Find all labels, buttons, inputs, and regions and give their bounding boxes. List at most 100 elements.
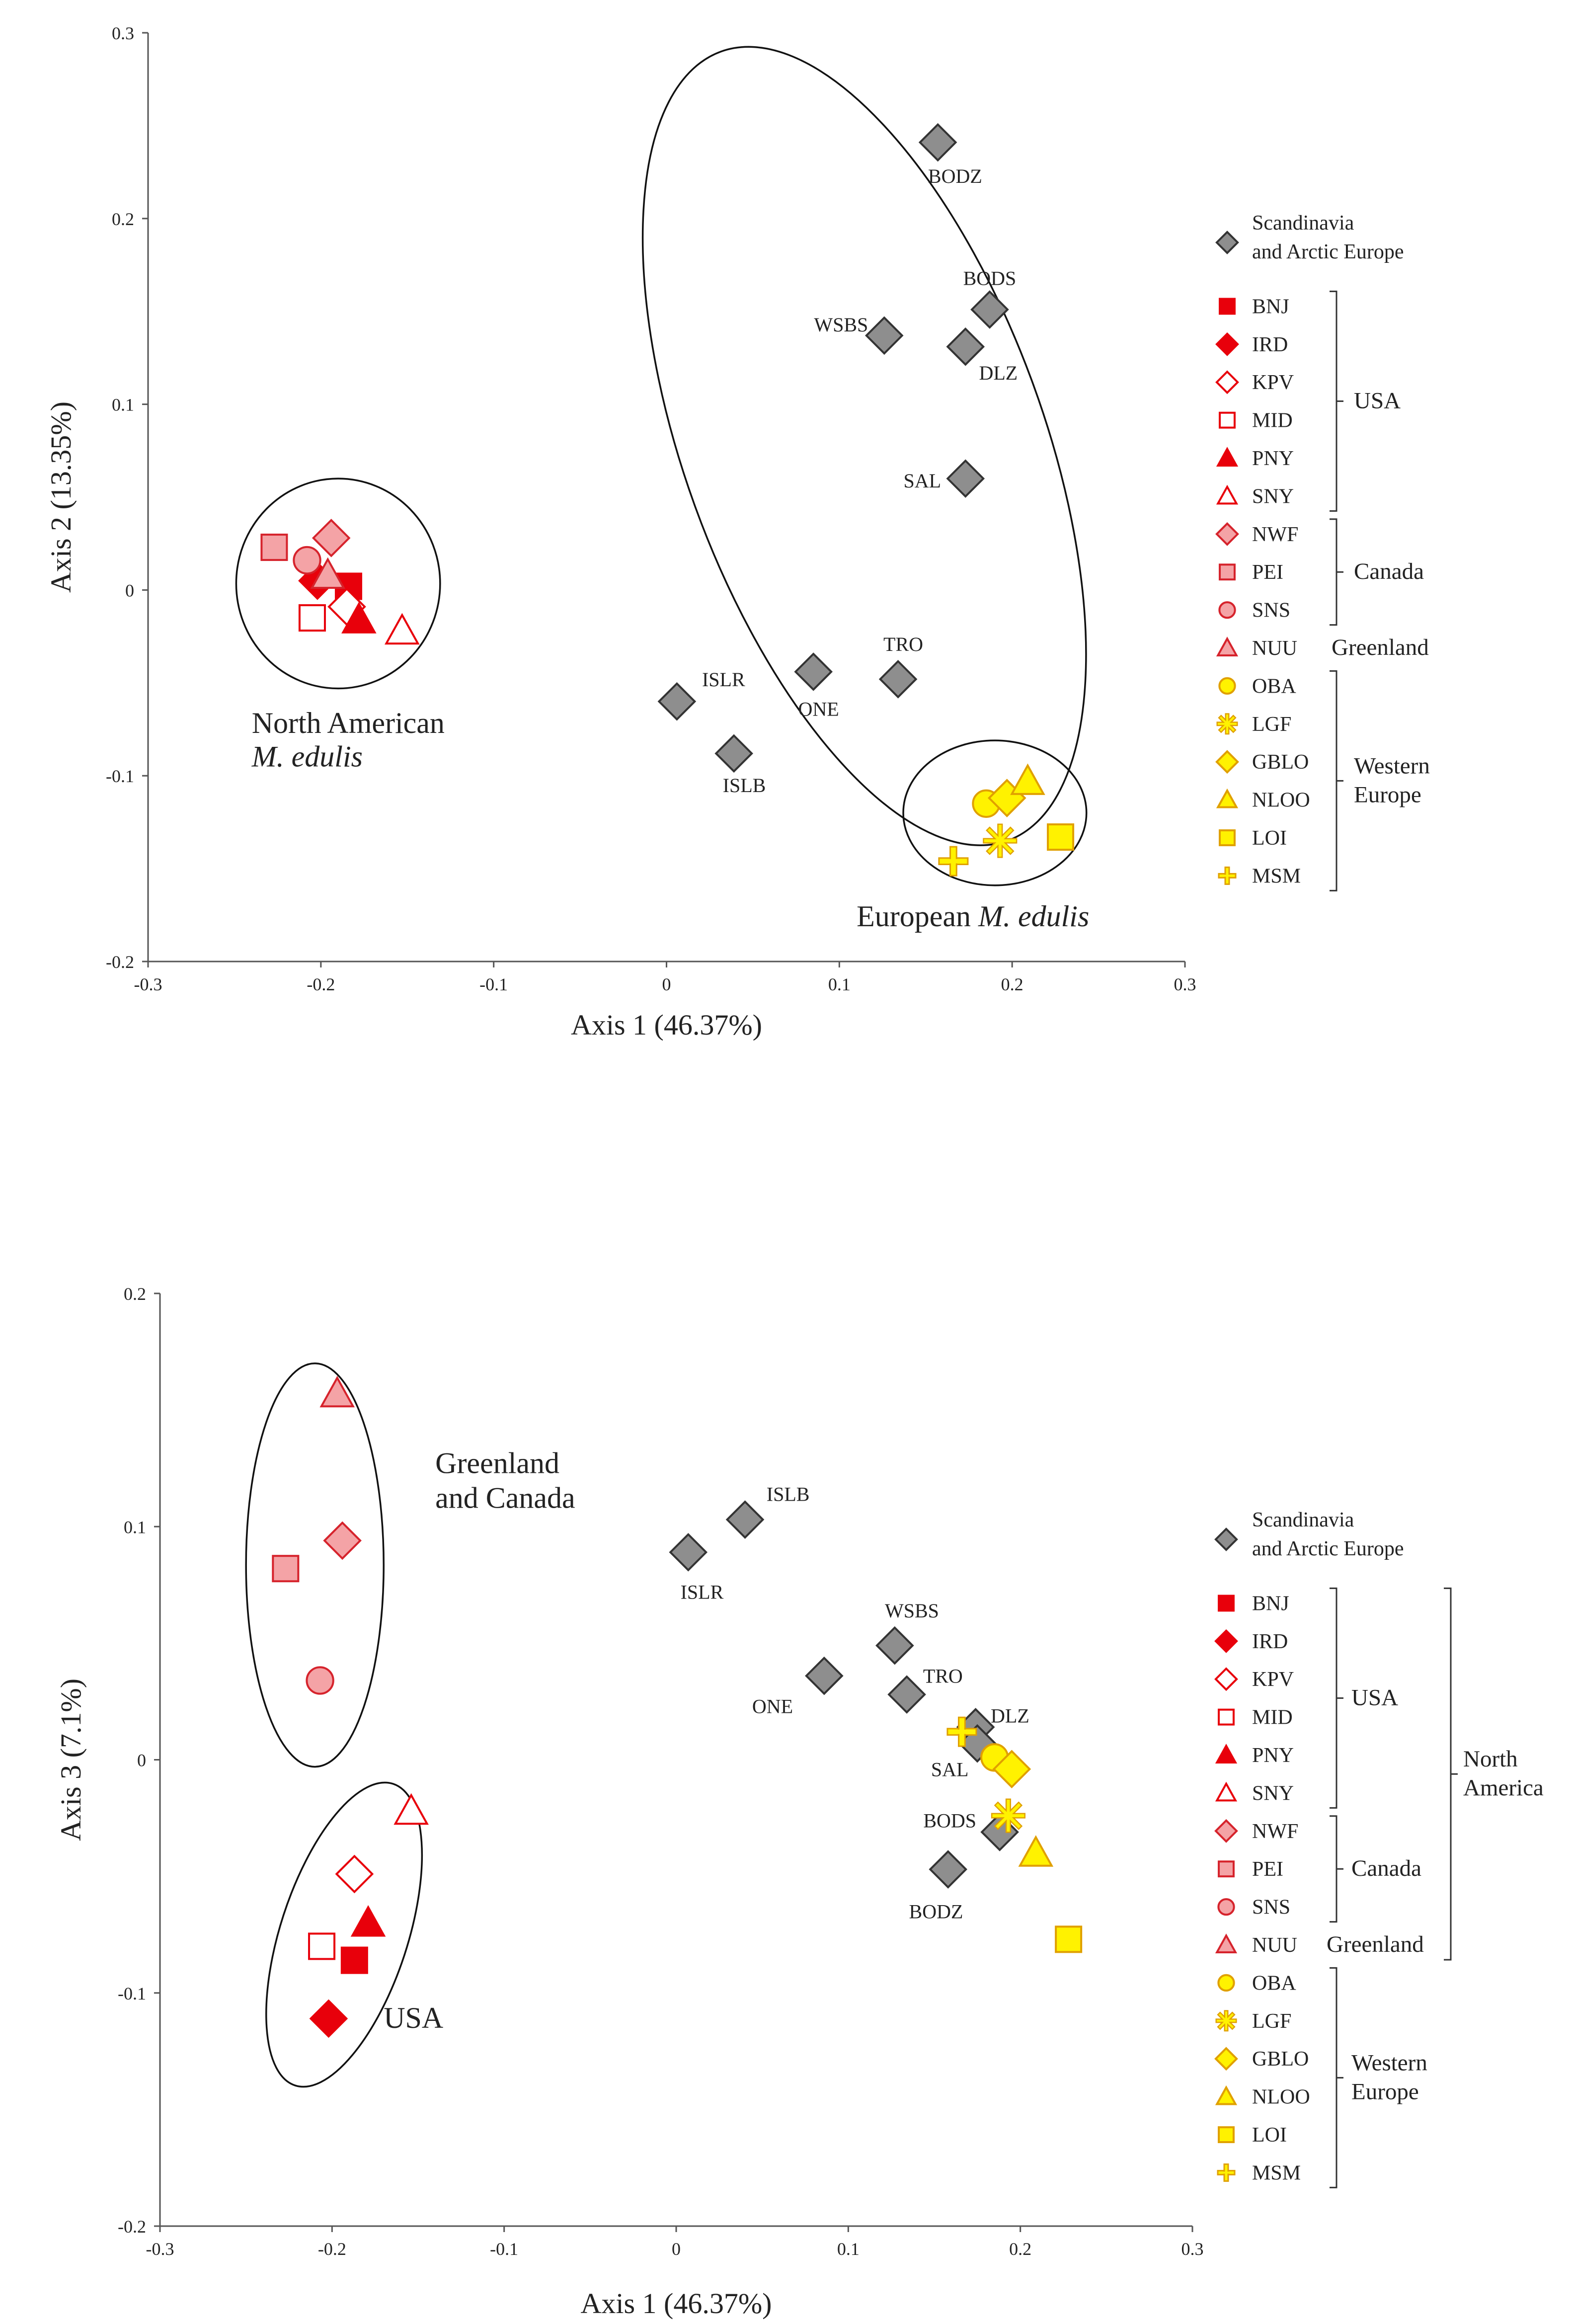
point-label-wsbs: WSBS <box>885 1600 939 1622</box>
y-axis-title: Axis 3 (7.1%) <box>55 1679 87 1841</box>
legend-label: OBA <box>1252 1972 1296 1995</box>
legend-label: LGF <box>1252 713 1291 736</box>
legend-entry-sns: SNS <box>1218 599 1290 622</box>
cluster-ellipse <box>245 1362 385 1768</box>
data-point-tro <box>887 1675 926 1714</box>
data-point-sns <box>306 1666 334 1695</box>
legend-entry-pei: PEI <box>1219 561 1283 584</box>
legend-marker <box>1219 829 1236 846</box>
legend-entry-sny: SNY <box>1215 1781 1294 1805</box>
data-point-wsbs <box>865 316 904 355</box>
data-point-mid <box>298 604 326 632</box>
legend-bracket <box>1330 290 1337 512</box>
x-tick-label: -0.1 <box>490 2239 518 2259</box>
data-point-sny <box>385 613 420 645</box>
legend-entry-bnj: BNJ <box>1219 295 1289 318</box>
x-tick-label: -0.2 <box>307 974 335 994</box>
group-label: Greenland <box>435 1446 559 1479</box>
x-axis-title: Axis 1 (46.37%) <box>571 1009 762 1041</box>
x-tick-label: 0.1 <box>828 974 851 994</box>
y-tick-label: 0 <box>125 580 134 600</box>
panel-1: -0.3 -0.2 -0.1 0 0.1 0.2 0.3-0.2-0.100.10.20.3… <box>45 23 1430 1041</box>
data-point-bodz <box>929 1850 967 1889</box>
legend-entry-msm: MSM <box>1218 865 1301 887</box>
legend-region-label: America <box>1463 1775 1544 1801</box>
legend-marker <box>1216 637 1239 656</box>
legend-label: GBLO <box>1252 751 1309 774</box>
legend-marker <box>1219 411 1236 429</box>
legend-label: and Arctic Europe <box>1252 240 1404 263</box>
data-point-gblo <box>992 1750 1031 1789</box>
point-label-islb: ISLB <box>723 774 766 797</box>
legend-region-label: Canada <box>1351 1855 1421 1881</box>
legend-label: OBA <box>1252 675 1296 698</box>
legend-entry-nwf: NWF <box>1214 1819 1298 1843</box>
point-label-sal: SAL <box>904 470 942 492</box>
group-label: and Canada <box>435 1482 575 1515</box>
data-point-bodz <box>918 123 957 162</box>
point-label-one: ONE <box>798 698 839 721</box>
data-point-sal <box>946 459 985 498</box>
legend-label: MID <box>1252 409 1293 432</box>
legend-label: BNJ <box>1252 1592 1289 1615</box>
data-point-nloo <box>1010 763 1045 795</box>
x-tick-label: 0.2 <box>1001 974 1023 994</box>
legend-entry-scan: Scandinavia and Arctic Europe <box>1215 212 1404 263</box>
legend-region-label: USA <box>1351 1684 1398 1710</box>
legend-marker <box>1215 1744 1238 1763</box>
legend-entry-kpv: KPV <box>1215 370 1294 394</box>
x-tick-label: 0 <box>662 974 671 994</box>
legend-marker <box>1218 677 1236 695</box>
y-tick-label: 0.2 <box>124 1284 146 1304</box>
data-point-sny <box>393 1793 429 1825</box>
legend-marker <box>1218 2126 1235 2143</box>
y-axis-title: Axis 2 (13.35%) <box>45 401 77 593</box>
legend-entry-pny: PNY <box>1215 1744 1294 1767</box>
data-point-pny <box>341 602 377 634</box>
point-label-dlz: DLZ <box>991 1704 1029 1727</box>
legend-region-label: Western <box>1354 753 1430 779</box>
legend-label: LGF <box>1252 2010 1291 2033</box>
legend-region-label: Western <box>1351 2050 1427 2076</box>
legend-marker <box>1215 2010 1237 2032</box>
legend-label: Scandinavia <box>1252 1509 1354 1531</box>
legend-marker <box>1215 332 1239 356</box>
x-tick-label: 0.3 <box>1181 2239 1204 2259</box>
legend-region-label: USA <box>1354 388 1401 413</box>
point-label-islr: ISLR <box>681 1581 724 1603</box>
point-label-wsbs: WSBS <box>814 314 868 336</box>
legend-region-label: Europe <box>1351 2079 1419 2104</box>
data-point-nloo <box>1018 1835 1054 1867</box>
data-point-pei <box>260 533 288 561</box>
legend-entry-sny: SNY <box>1216 484 1294 508</box>
data-point-bnj <box>340 1946 368 1974</box>
legend-entry-ird: IRD <box>1215 332 1288 356</box>
panel-2: -0.3 -0.2 -0.1 0 0.1 0.2 0.3-0.2-0.100.10.2Axi… <box>55 1284 1544 2320</box>
legend-entry-bnj: BNJ <box>1218 1592 1289 1615</box>
cluster-ellipse <box>641 46 1087 846</box>
legend-label: NWF <box>1252 523 1298 546</box>
legend-marker <box>1215 522 1239 546</box>
legend-marker <box>1218 866 1237 885</box>
legend-label: and Arctic Europe <box>1252 1537 1404 1560</box>
data-point-wsbs <box>875 1626 914 1665</box>
cluster-ellipse <box>265 1781 423 2088</box>
data-point-lgf <box>983 823 1018 858</box>
legend-marker <box>1217 2163 1236 2182</box>
data-point-islr <box>669 1533 708 1572</box>
legend-entry-nloo: NLOO <box>1215 2085 1310 2109</box>
legend-label: LOI <box>1252 827 1287 850</box>
legend-entry-lgf: LGF <box>1216 713 1291 736</box>
legend-label: SNS <box>1252 1896 1290 1919</box>
legend-bracket <box>1330 1815 1337 1923</box>
y-tick-label: -0.2 <box>106 952 134 972</box>
legend-entry-nuu: NUU <box>1215 1933 1297 1957</box>
legend-entry-mid: MID <box>1219 409 1293 432</box>
data-point-lgf <box>991 1798 1025 1833</box>
legend-label: NUU <box>1252 1934 1297 1957</box>
legend-entry-msm: MSM <box>1217 2162 1301 2184</box>
legend-bracket <box>1330 670 1337 891</box>
y-tick-label: -0.1 <box>118 1984 146 2003</box>
cluster-ellipse <box>902 739 1088 886</box>
